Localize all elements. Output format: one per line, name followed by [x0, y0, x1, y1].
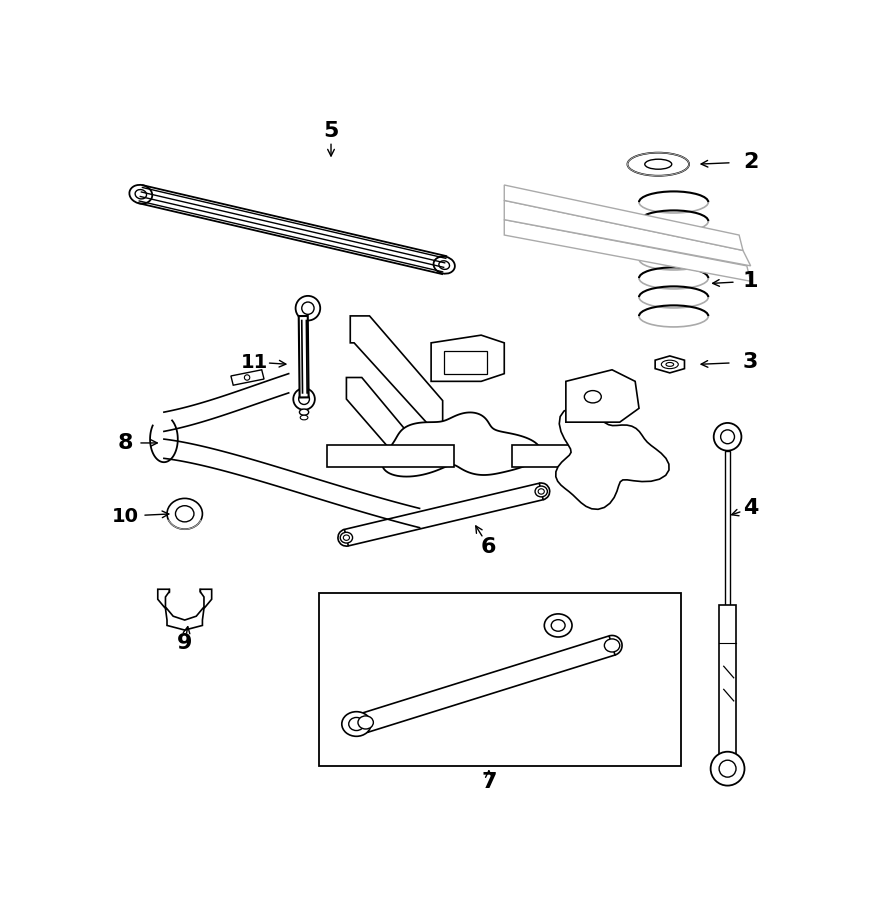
- Circle shape: [710, 752, 745, 786]
- Bar: [719, 605, 736, 759]
- Ellipse shape: [536, 486, 548, 497]
- Text: 3: 3: [743, 352, 759, 372]
- Ellipse shape: [349, 717, 364, 731]
- Ellipse shape: [584, 391, 601, 403]
- Text: 11: 11: [241, 353, 268, 372]
- Polygon shape: [431, 335, 504, 382]
- Ellipse shape: [343, 535, 349, 540]
- Polygon shape: [655, 356, 684, 373]
- Ellipse shape: [130, 184, 152, 203]
- Ellipse shape: [662, 360, 678, 369]
- Polygon shape: [504, 220, 751, 281]
- Ellipse shape: [167, 499, 202, 529]
- Text: 1: 1: [743, 271, 759, 292]
- Bar: [725, 451, 730, 620]
- Ellipse shape: [244, 374, 249, 380]
- Ellipse shape: [645, 159, 672, 169]
- Ellipse shape: [439, 261, 450, 269]
- Circle shape: [719, 760, 736, 777]
- Ellipse shape: [358, 716, 374, 729]
- Circle shape: [714, 423, 741, 451]
- Text: 6: 6: [481, 537, 497, 557]
- Ellipse shape: [627, 153, 690, 176]
- Polygon shape: [158, 590, 212, 630]
- Polygon shape: [231, 370, 264, 385]
- Ellipse shape: [135, 190, 146, 199]
- Ellipse shape: [551, 620, 565, 631]
- Polygon shape: [346, 377, 420, 470]
- Circle shape: [293, 388, 315, 410]
- Text: 10: 10: [112, 507, 139, 526]
- Ellipse shape: [544, 614, 572, 637]
- Circle shape: [721, 430, 734, 444]
- Bar: [512, 446, 635, 467]
- Bar: [319, 593, 682, 767]
- Text: 9: 9: [177, 634, 192, 653]
- Ellipse shape: [299, 410, 309, 415]
- Ellipse shape: [605, 639, 620, 652]
- Ellipse shape: [433, 256, 455, 274]
- Text: 5: 5: [324, 122, 339, 141]
- Ellipse shape: [176, 506, 194, 522]
- Text: 2: 2: [743, 152, 759, 172]
- Ellipse shape: [538, 489, 544, 494]
- Polygon shape: [566, 370, 639, 422]
- Polygon shape: [350, 316, 443, 428]
- Ellipse shape: [342, 712, 371, 736]
- Text: 4: 4: [743, 499, 759, 518]
- Ellipse shape: [666, 363, 674, 366]
- Polygon shape: [345, 483, 543, 546]
- Polygon shape: [362, 636, 615, 732]
- Circle shape: [298, 393, 310, 404]
- Polygon shape: [504, 185, 743, 250]
- Text: 8: 8: [117, 433, 133, 453]
- Polygon shape: [556, 408, 669, 509]
- Polygon shape: [382, 412, 541, 477]
- Bar: [327, 446, 454, 467]
- Ellipse shape: [340, 532, 353, 543]
- Text: 7: 7: [481, 772, 497, 792]
- Bar: [444, 350, 487, 374]
- Circle shape: [302, 302, 314, 314]
- Circle shape: [296, 296, 320, 320]
- Polygon shape: [504, 201, 751, 266]
- Ellipse shape: [300, 415, 308, 419]
